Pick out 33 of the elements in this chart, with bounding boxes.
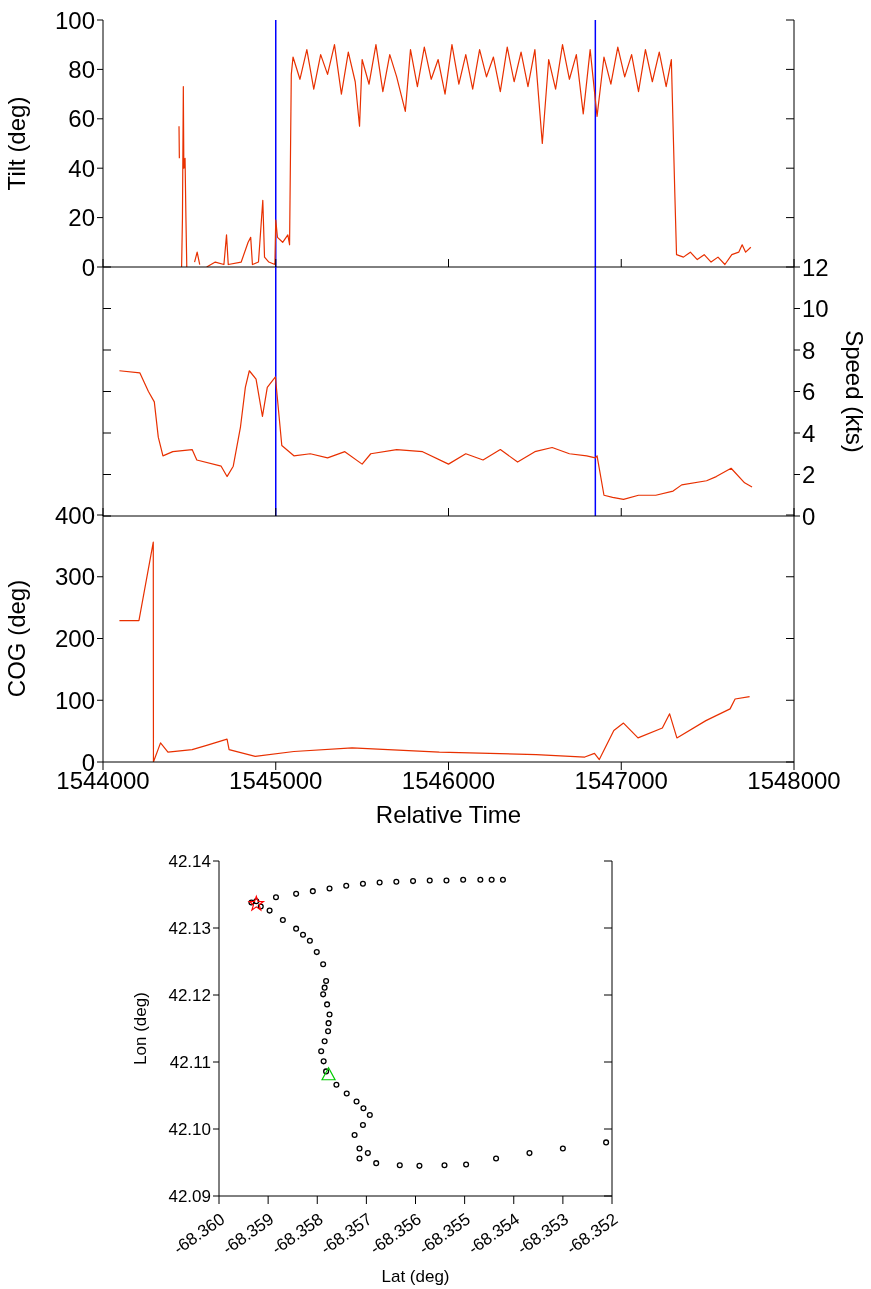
y-tick-label: 12	[802, 253, 829, 281]
x-axis-title: Lat (deg)	[381, 1267, 450, 1286]
y-tick-label: 200	[54, 625, 95, 653]
y-axis-title: Speed (kts)	[841, 330, 869, 453]
y-tick-label: 80	[68, 55, 95, 83]
y-tick-label: 10	[802, 295, 829, 323]
y-tick-label: 42.10	[168, 1120, 211, 1140]
x-tick-label: 1545000	[229, 767, 323, 795]
y-tick-label: 42.14	[168, 852, 211, 872]
y-axis-title: Tilt (deg)	[2, 96, 30, 191]
y-tick-label: 300	[54, 563, 95, 591]
y-tick-label: 4	[802, 419, 816, 447]
y-tick-label: 100	[54, 686, 95, 714]
x-tick-label: 1546000	[401, 767, 496, 795]
y-tick-label: 40	[68, 154, 95, 182]
x-tick-label: 1548000	[747, 767, 841, 795]
y-tick-label: 42.12	[168, 986, 211, 1006]
x-tick-label: 1547000	[574, 767, 668, 795]
x-axis-title: Relative Time	[375, 801, 522, 828]
y-tick-label: 400	[54, 501, 95, 529]
y-axis-title: COG (deg)	[2, 579, 30, 698]
y-tick-label: 8	[802, 336, 816, 364]
y-tick-label: 0	[81, 253, 95, 281]
y-tick-label: 2	[802, 461, 816, 489]
y-tick-label: 42.09	[168, 1187, 211, 1207]
y-tick-label: 20	[68, 204, 95, 232]
y-axis-title: Lon (deg)	[131, 992, 151, 1065]
y-tick-label: 6	[802, 378, 816, 406]
y-tick-label: 42.13	[168, 919, 211, 939]
y-tick-label: 0	[802, 502, 816, 530]
y-tick-label: 60	[68, 105, 95, 133]
y-tick-label: 100	[54, 6, 95, 34]
y-tick-label: 42.11	[169, 1053, 211, 1073]
